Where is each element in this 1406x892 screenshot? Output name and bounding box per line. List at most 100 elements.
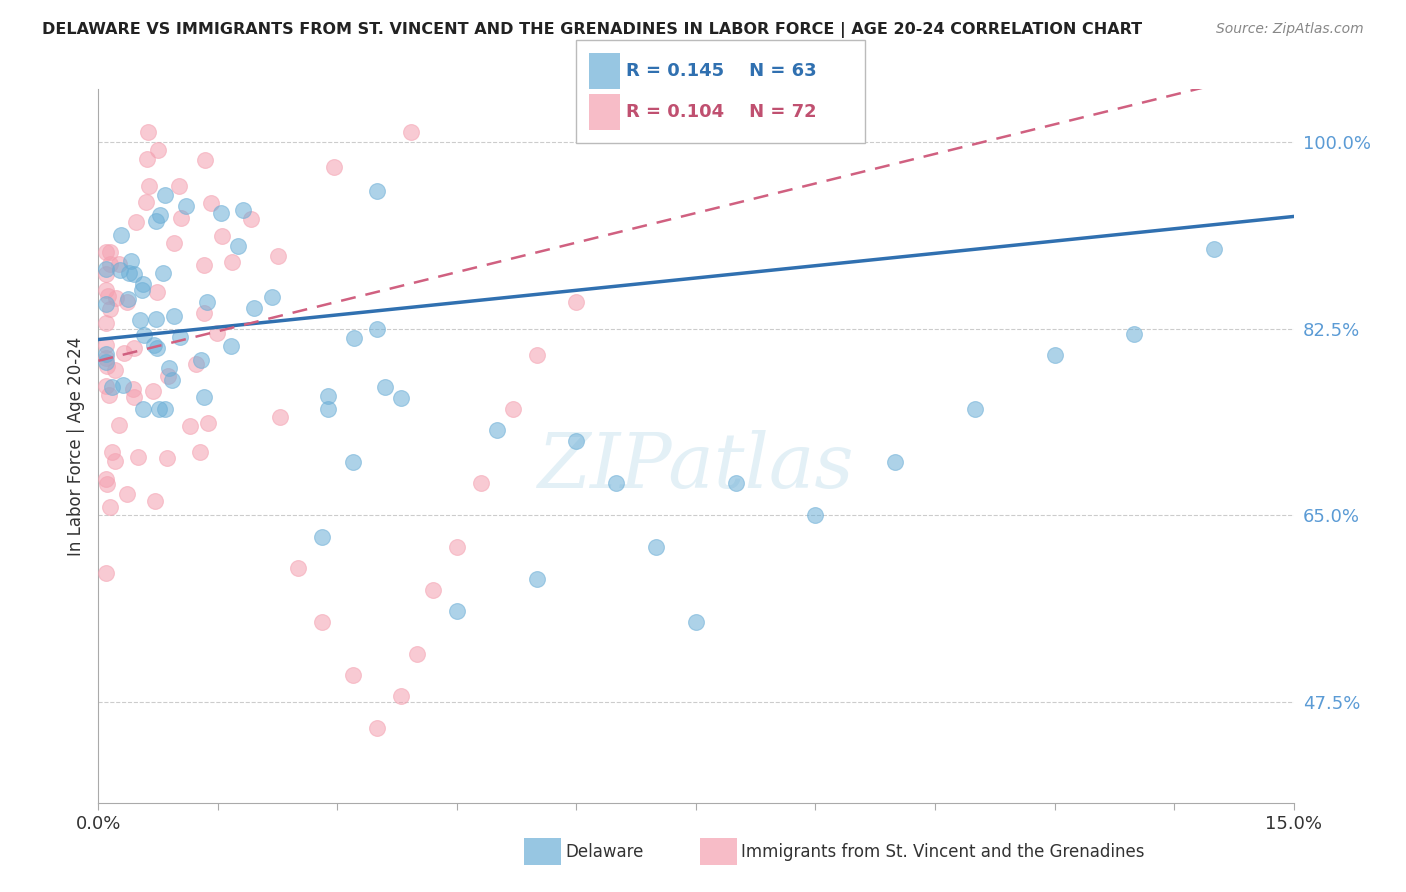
Point [149, 208, 172, 222]
Point [188, 445, 211, 459]
Point [96, 359, 118, 373]
Point [184, 357, 207, 371]
Point [153, 401, 176, 416]
Point [97, 289, 120, 303]
Point [884, 455, 907, 469]
Point [124, 267, 146, 281]
Point [98, 302, 121, 317]
Point [269, 409, 291, 424]
Point [118, 266, 141, 280]
Text: ZIPatlas: ZIPatlas [537, 431, 855, 504]
Point [209, 205, 232, 219]
Point [96, 283, 118, 297]
Point [131, 277, 153, 291]
Point [207, 326, 229, 341]
Point [195, 295, 218, 310]
Point [110, 227, 132, 242]
Point [342, 455, 364, 469]
Point [146, 285, 169, 299]
Point [136, 125, 159, 139]
Point [406, 647, 429, 661]
Point [157, 368, 180, 383]
Point [112, 378, 135, 392]
Point [96, 337, 118, 351]
Point [1123, 327, 1146, 342]
Point [366, 721, 388, 735]
Point [190, 353, 212, 368]
Point [145, 214, 167, 228]
Point [145, 312, 167, 326]
Point [96, 351, 118, 365]
Point [565, 434, 588, 448]
Text: R = 0.104    N = 72: R = 0.104 N = 72 [626, 103, 817, 121]
Point [163, 235, 186, 250]
Point [193, 306, 215, 320]
Point [96, 566, 118, 580]
Point [240, 212, 263, 227]
Point [143, 494, 166, 508]
Point [343, 331, 366, 345]
Point [502, 401, 524, 416]
Point [219, 338, 242, 352]
Point [101, 445, 124, 459]
Point [135, 152, 157, 166]
Point [163, 309, 186, 323]
Point [422, 582, 444, 597]
Point [134, 328, 156, 343]
Point [389, 391, 412, 405]
Point [131, 283, 153, 297]
Point [124, 215, 146, 229]
Point [98, 257, 121, 271]
Y-axis label: In Labor Force | Age 20-24: In Labor Force | Age 20-24 [66, 336, 84, 556]
Point [156, 450, 179, 465]
Point [316, 401, 339, 416]
Point [645, 540, 668, 554]
Point [142, 338, 165, 352]
Point [120, 254, 142, 268]
Point [146, 341, 169, 355]
Point [446, 540, 468, 554]
Point [366, 322, 388, 336]
Point [565, 295, 588, 310]
Point [97, 387, 120, 401]
Point [127, 450, 149, 464]
Point [98, 244, 121, 259]
Point [96, 244, 118, 259]
Point [115, 295, 138, 310]
Text: Immigrants from St. Vincent and the Grenadines: Immigrants from St. Vincent and the Gren… [741, 843, 1144, 861]
Point [685, 615, 707, 629]
Point [122, 390, 145, 404]
Point [605, 476, 627, 491]
Point [1202, 242, 1225, 256]
Point [162, 373, 184, 387]
Point [129, 313, 152, 327]
Point [115, 487, 138, 501]
Point [112, 346, 135, 360]
Point [108, 257, 131, 271]
Point [96, 316, 118, 330]
Point [98, 500, 121, 515]
Point [96, 354, 118, 368]
Point [194, 153, 217, 168]
Point [311, 529, 333, 543]
Point [724, 476, 747, 491]
Point [197, 416, 219, 430]
Point [262, 290, 284, 304]
Point [228, 239, 250, 253]
Point [200, 195, 222, 210]
Point [142, 384, 165, 398]
Point [193, 390, 215, 404]
Point [96, 297, 118, 311]
Text: DELAWARE VS IMMIGRANTS FROM ST. VINCENT AND THE GRENADINES IN LABOR FORCE | AGE : DELAWARE VS IMMIGRANTS FROM ST. VINCENT … [42, 22, 1142, 38]
Point [174, 199, 197, 213]
Point [132, 401, 155, 416]
Point [96, 379, 118, 393]
Point [117, 292, 139, 306]
Point [267, 248, 290, 262]
Point [366, 184, 388, 198]
Point [963, 401, 986, 416]
Point [122, 382, 145, 396]
Point [138, 179, 160, 194]
Point [179, 418, 201, 433]
Point [110, 262, 132, 277]
